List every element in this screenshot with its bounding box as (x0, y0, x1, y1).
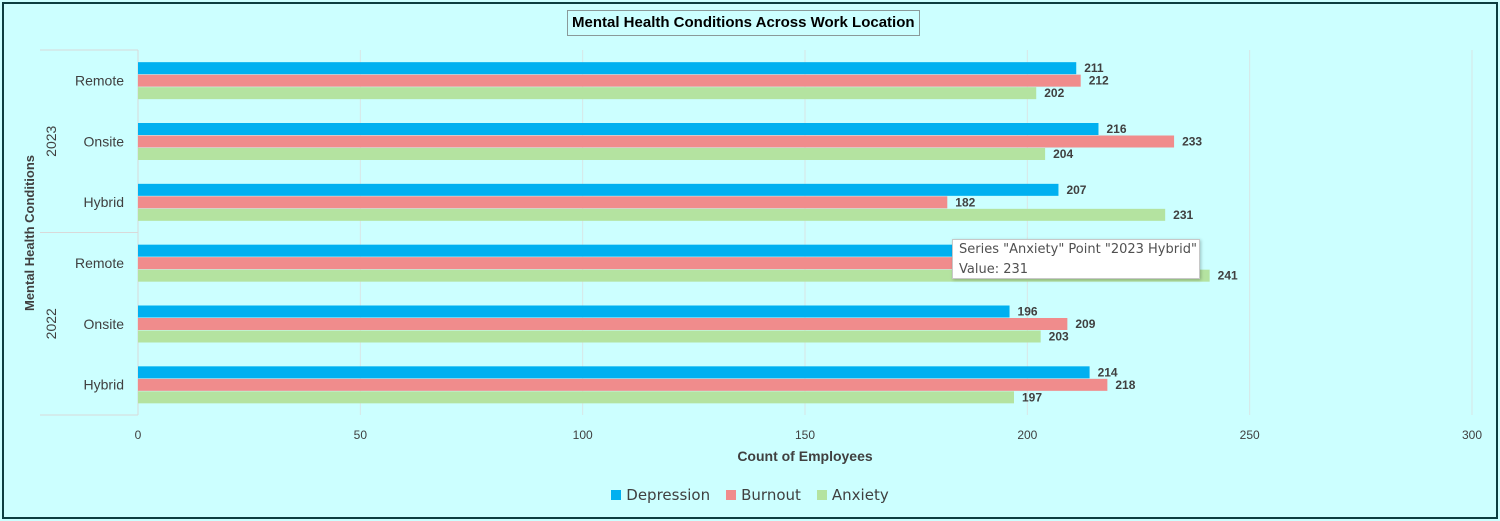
data-label: 218 (1115, 378, 1135, 392)
x-tick-label: 200 (1017, 428, 1037, 442)
x-tick-label: 0 (135, 428, 142, 442)
bar-anxiety (138, 391, 1014, 404)
legend-label: Burnout (741, 486, 801, 504)
bar-burnout (138, 318, 1068, 330)
group-year-label: 2022 (43, 308, 59, 339)
data-tooltip: Series "Anxiety" Point "2023 Hybrid" Val… (952, 239, 1200, 279)
data-label: 216 (1106, 122, 1126, 136)
category-label: Remote (75, 255, 124, 271)
bar-depression (138, 366, 1090, 379)
category-label: Onsite (84, 316, 125, 332)
legend-swatch (611, 490, 622, 500)
legend-swatch (816, 490, 827, 500)
chart-title: Mental Health Conditions Across Work Loc… (567, 10, 920, 36)
tooltip-value-line: Value: 231 (959, 262, 1029, 277)
group-year-label: 2023 (43, 125, 59, 156)
data-label: 197 (1022, 390, 1042, 404)
data-label: 231 (1173, 208, 1193, 222)
x-tick-label: 250 (1240, 428, 1260, 442)
bar-depression (138, 62, 1077, 75)
data-label: 202 (1044, 86, 1064, 100)
data-label: 182 (955, 195, 975, 209)
category-label: Hybrid (84, 194, 124, 210)
data-label: 203 (1049, 330, 1069, 344)
data-label: 214 (1098, 365, 1118, 379)
bar-depression (138, 123, 1099, 135)
bar-depression (138, 305, 1010, 318)
bar-burnout (138, 74, 1081, 87)
bar-depression (138, 244, 983, 257)
data-label: 196 (1018, 305, 1038, 319)
bar-anxiety (138, 330, 1041, 343)
bar-burnout (138, 257, 983, 270)
x-tick-label: 150 (795, 428, 815, 442)
x-tick-label: 100 (573, 428, 593, 442)
bar-burnout (138, 196, 948, 209)
data-label: 207 (1066, 183, 1086, 197)
bar-depression (138, 183, 1059, 196)
legend-swatch (726, 490, 737, 500)
chart-legend[interactable]: Depression Burnout Anxiety (0, 486, 1500, 504)
data-label: 233 (1182, 135, 1202, 149)
tooltip-series-line: Series "Anxiety" Point "2023 Hybrid" (959, 242, 1197, 257)
legend-label: Anxiety (831, 486, 889, 504)
legend-item-anxiety[interactable]: Anxiety (816, 486, 889, 504)
y-axis-title: Mental Health Conditions (22, 155, 37, 311)
legend-item-burnout[interactable]: Burnout (726, 486, 801, 504)
bar-anxiety (138, 87, 1037, 100)
data-label: 209 (1075, 317, 1095, 331)
category-label: Onsite (84, 133, 125, 149)
bar-burnout (138, 135, 1175, 148)
category-label: Hybrid (84, 377, 124, 393)
legend-item-depression[interactable]: Depression (611, 486, 710, 504)
bar-anxiety (138, 208, 1166, 221)
data-label: 241 (1218, 269, 1238, 283)
bar-anxiety (138, 269, 1210, 282)
data-label: 212 (1089, 74, 1109, 88)
bar-burnout (138, 378, 1108, 391)
x-axis-title: Count of Employees (737, 448, 873, 464)
x-tick-label: 300 (1462, 428, 1482, 442)
category-label: Remote (75, 72, 124, 88)
data-label: 204 (1053, 147, 1073, 161)
data-label: 211 (1084, 61, 1104, 75)
x-tick-label: 50 (354, 428, 368, 442)
bar-anxiety (138, 148, 1046, 160)
legend-label: Depression (626, 486, 711, 504)
